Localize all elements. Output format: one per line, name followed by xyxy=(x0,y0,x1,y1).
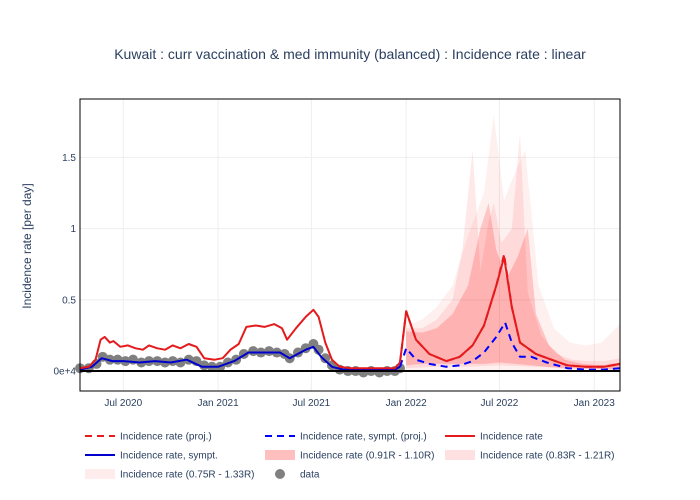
legend-label-band91: Incidence rate (0.91R - 1.10R) xyxy=(300,451,435,462)
legend-label-proj: Incidence rate (proj.) xyxy=(120,432,212,443)
legend-item-band91: Incidence rate (0.91R - 1.10R) xyxy=(265,450,435,462)
x-tick-label-0: Jul 2020 xyxy=(104,398,142,409)
legend-label-band75: Incidence rate (0.75R - 1.33R) xyxy=(120,470,255,481)
legend-label-sympt: Incidence rate, sympt. xyxy=(120,451,218,462)
data-point-5 xyxy=(112,354,123,365)
x-tick-label-4: Jul 2022 xyxy=(481,398,519,409)
y-tick-label-2: 1 xyxy=(70,224,76,235)
data-point-31 xyxy=(313,344,324,355)
x-tick-label-3: Jan 2022 xyxy=(386,398,428,409)
series-line-0 xyxy=(79,256,621,370)
legend-item-sympt: Incidence rate, sympt. xyxy=(85,451,218,462)
plot-frame xyxy=(79,98,621,392)
series-line-2 xyxy=(399,253,621,368)
x-tick-label-5: Jan 2023 xyxy=(574,398,616,409)
x-axis-ticks: Jul 2020 Jan 2021 Jul 2021 Jan 2022 Jul 2022… xyxy=(104,398,615,409)
legend: Incidence rate (proj.) Incidence rate, sy… xyxy=(85,432,615,481)
data-point-16 xyxy=(199,360,210,371)
y-axis-ticks: 0e+4 0.5 1 1.5 xyxy=(53,153,76,378)
legend-label-band83: Incidence rate (0.83R - 1.21R) xyxy=(480,451,615,462)
legend-label-symptproj: Incidence rate, sympt. (proj.) xyxy=(300,432,427,443)
data-point-12 xyxy=(167,356,178,367)
data-point-32 xyxy=(320,353,331,364)
x-tick-label-1: Jan 2021 xyxy=(198,398,240,409)
y-axis-title: Incidence rate [per day] xyxy=(20,183,34,308)
legend-swatch-band75 xyxy=(85,469,115,479)
legend-item-band75: Incidence rate (0.75R - 1.33R) xyxy=(85,469,255,481)
legend-label-rate: Incidence rate xyxy=(480,432,543,443)
band-0 xyxy=(406,114,620,372)
band-2 xyxy=(406,203,620,370)
legend-item-data: data xyxy=(275,469,320,481)
legend-item-rate: Incidence rate xyxy=(445,432,543,443)
x-tick-label-2: Jul 2021 xyxy=(292,398,330,409)
data-point-22 xyxy=(248,346,259,357)
legend-item-symptproj: Incidence rate, sympt. (proj.) xyxy=(265,432,427,443)
legend-swatch-band83 xyxy=(445,450,475,460)
chart-title: Kuwait : curr vaccination & med immunity… xyxy=(114,46,586,62)
y-tick-label-1: 0.5 xyxy=(62,295,76,306)
confidence-bands xyxy=(406,114,620,372)
y-tick-label-3: 1.5 xyxy=(62,153,76,164)
series-lines xyxy=(79,253,621,371)
band-1 xyxy=(406,133,620,370)
legend-item-band83: Incidence rate (0.83R - 1.21R) xyxy=(445,450,615,462)
legend-swatch-band91 xyxy=(265,450,295,460)
legend-label-data: data xyxy=(300,470,320,481)
data-point-24 xyxy=(264,346,275,357)
series-line-1 xyxy=(79,345,401,371)
legend-item-proj: Incidence rate (proj.) xyxy=(85,432,212,443)
series-line-3 xyxy=(399,321,621,371)
y-tick-label-0: 0e+4 xyxy=(53,367,76,378)
legend-swatch-data xyxy=(275,469,285,479)
